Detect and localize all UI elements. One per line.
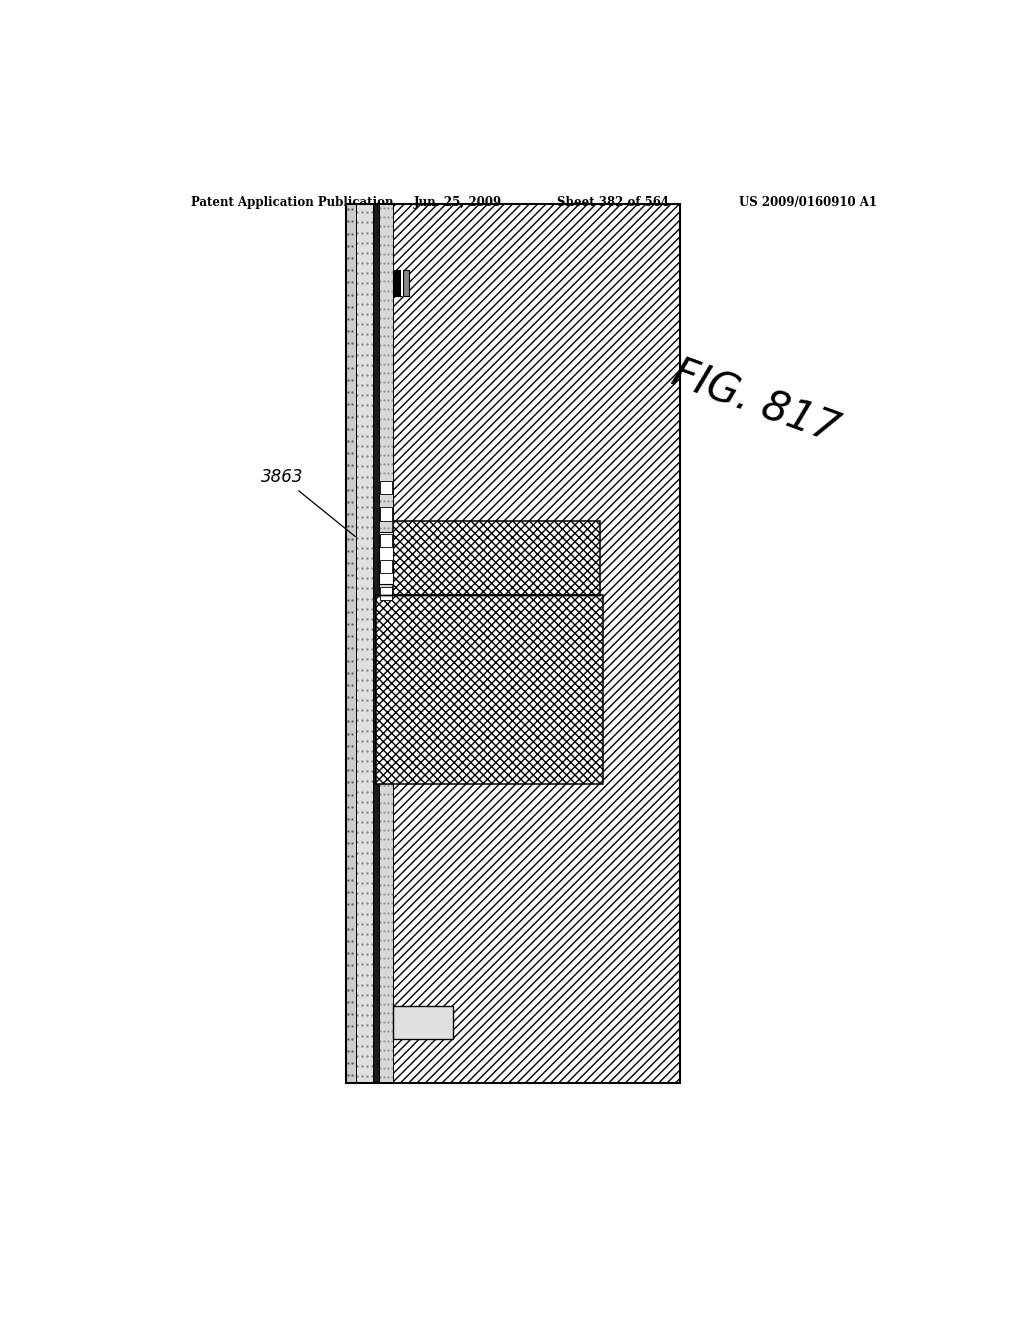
Bar [379,205,393,1084]
Bar [393,205,680,1084]
Bar [380,533,392,546]
Bar [403,271,409,297]
Bar [380,480,392,494]
Bar [393,271,401,297]
Bar [346,205,680,1084]
Text: 3863: 3863 [261,469,355,536]
Bar [380,560,392,573]
Bar [379,532,393,585]
Bar [346,205,355,1084]
Bar [377,595,603,784]
Text: Patent Application Publication: Patent Application Publication [191,195,394,209]
Bar [401,271,403,297]
Text: FIG. 817: FIG. 817 [666,352,844,451]
Bar [373,205,379,1084]
Bar [393,1006,453,1039]
Bar [393,520,600,595]
Text: Jun. 25, 2009: Jun. 25, 2009 [414,195,502,209]
Bar [355,205,373,1084]
Bar [380,507,392,520]
Text: Sheet 382 of 564: Sheet 382 of 564 [557,195,669,209]
Bar [380,586,392,599]
Text: US 2009/0160910 A1: US 2009/0160910 A1 [739,195,878,209]
